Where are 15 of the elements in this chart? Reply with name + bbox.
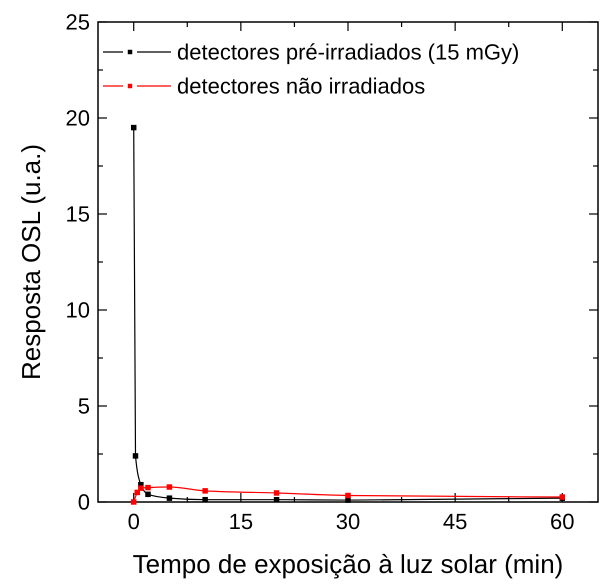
- y-tick-label: 5: [78, 394, 90, 419]
- x-tick-label: 60: [550, 509, 575, 534]
- x-tick-label: 15: [228, 509, 254, 534]
- y-tick-label: 20: [66, 106, 90, 131]
- legend-label: detectores não irradiados: [177, 74, 426, 99]
- y-tick-label: 10: [66, 298, 90, 323]
- y-tick-label: 0: [78, 490, 90, 515]
- x-tick-label: 0: [128, 509, 140, 534]
- y-tick-label: 25: [66, 10, 90, 35]
- legend-label: detectores pré-irradiados (15 mGy): [177, 40, 520, 65]
- y-tick-label: 15: [66, 202, 90, 227]
- x-axis-title: Tempo de exposição à luz solar (min): [132, 549, 564, 579]
- x-tick-label: 30: [336, 509, 360, 534]
- y-axis-title: Resposta OSL (u.a.): [16, 144, 46, 380]
- x-tick-label: 45: [442, 509, 468, 534]
